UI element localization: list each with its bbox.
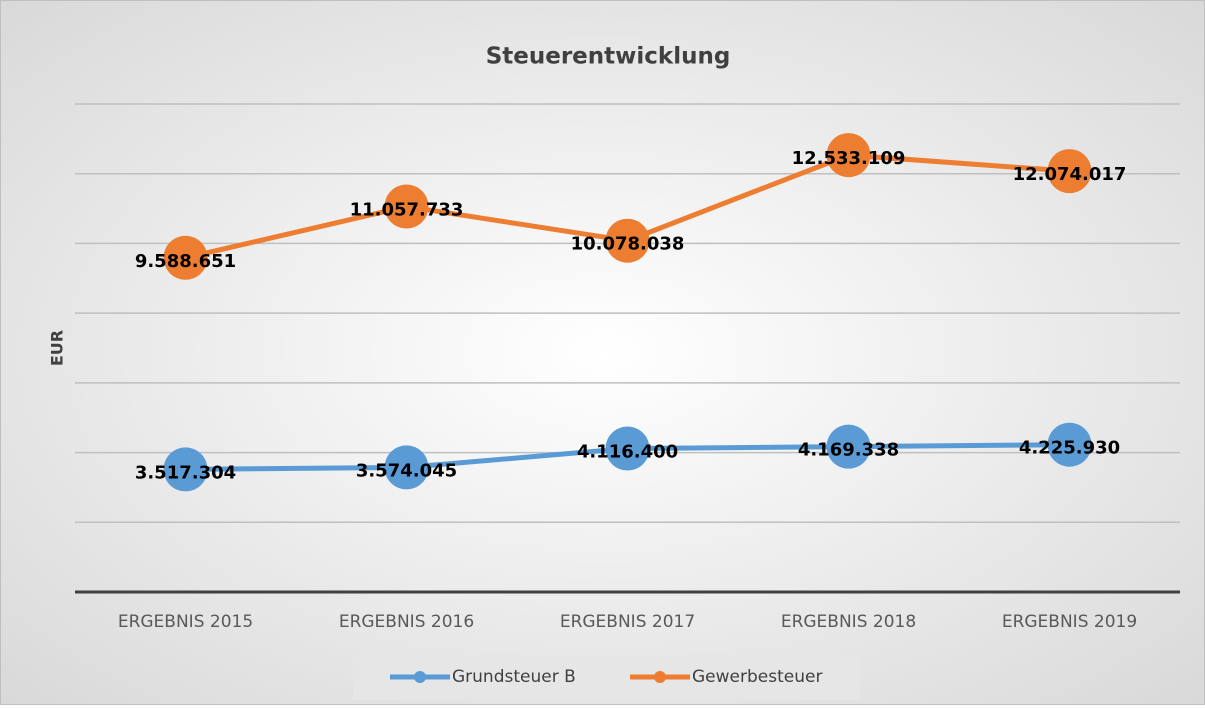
data-label: 3.574.045 <box>356 460 457 481</box>
data-point <box>605 218 650 263</box>
data-label: 4.225.930 <box>1019 438 1120 459</box>
legend-label: Grundsteuer B <box>452 667 576 687</box>
x-tick-label: ERGEBNIS 2019 <box>1002 612 1137 632</box>
x-tick-label: ERGEBNIS 2018 <box>781 612 916 632</box>
x-tick-label: ERGEBNIS 2017 <box>560 612 695 632</box>
data-label: 4.116.400 <box>577 442 678 463</box>
data-point <box>826 133 871 178</box>
data-point <box>384 184 429 229</box>
data-label: 12.533.109 <box>792 148 906 169</box>
data-point <box>826 424 871 469</box>
data-point <box>1047 422 1092 467</box>
data-label: 3.517.304 <box>135 462 236 483</box>
data-point <box>163 235 208 280</box>
data-label: 11.057.733 <box>350 200 464 221</box>
y-axis-label: EUR <box>48 330 67 366</box>
data-label: 9.588.651 <box>135 251 236 272</box>
x-tick-label: ERGEBNIS 2015 <box>118 612 253 632</box>
legend-label: Gewerbesteuer <box>692 667 822 687</box>
legend-marker <box>414 671 426 683</box>
data-label: 4.169.338 <box>798 440 899 461</box>
x-tick-label: ERGEBNIS 2016 <box>339 612 474 632</box>
data-point <box>605 426 650 471</box>
data-label: 12.074.017 <box>1013 164 1127 185</box>
data-point <box>163 447 208 492</box>
data-point <box>1047 149 1092 194</box>
legend-marker <box>654 671 666 683</box>
data-point <box>384 445 429 490</box>
data-label: 10.078.038 <box>571 234 685 255</box>
chart-title: Steuerentwicklung <box>486 44 731 70</box>
